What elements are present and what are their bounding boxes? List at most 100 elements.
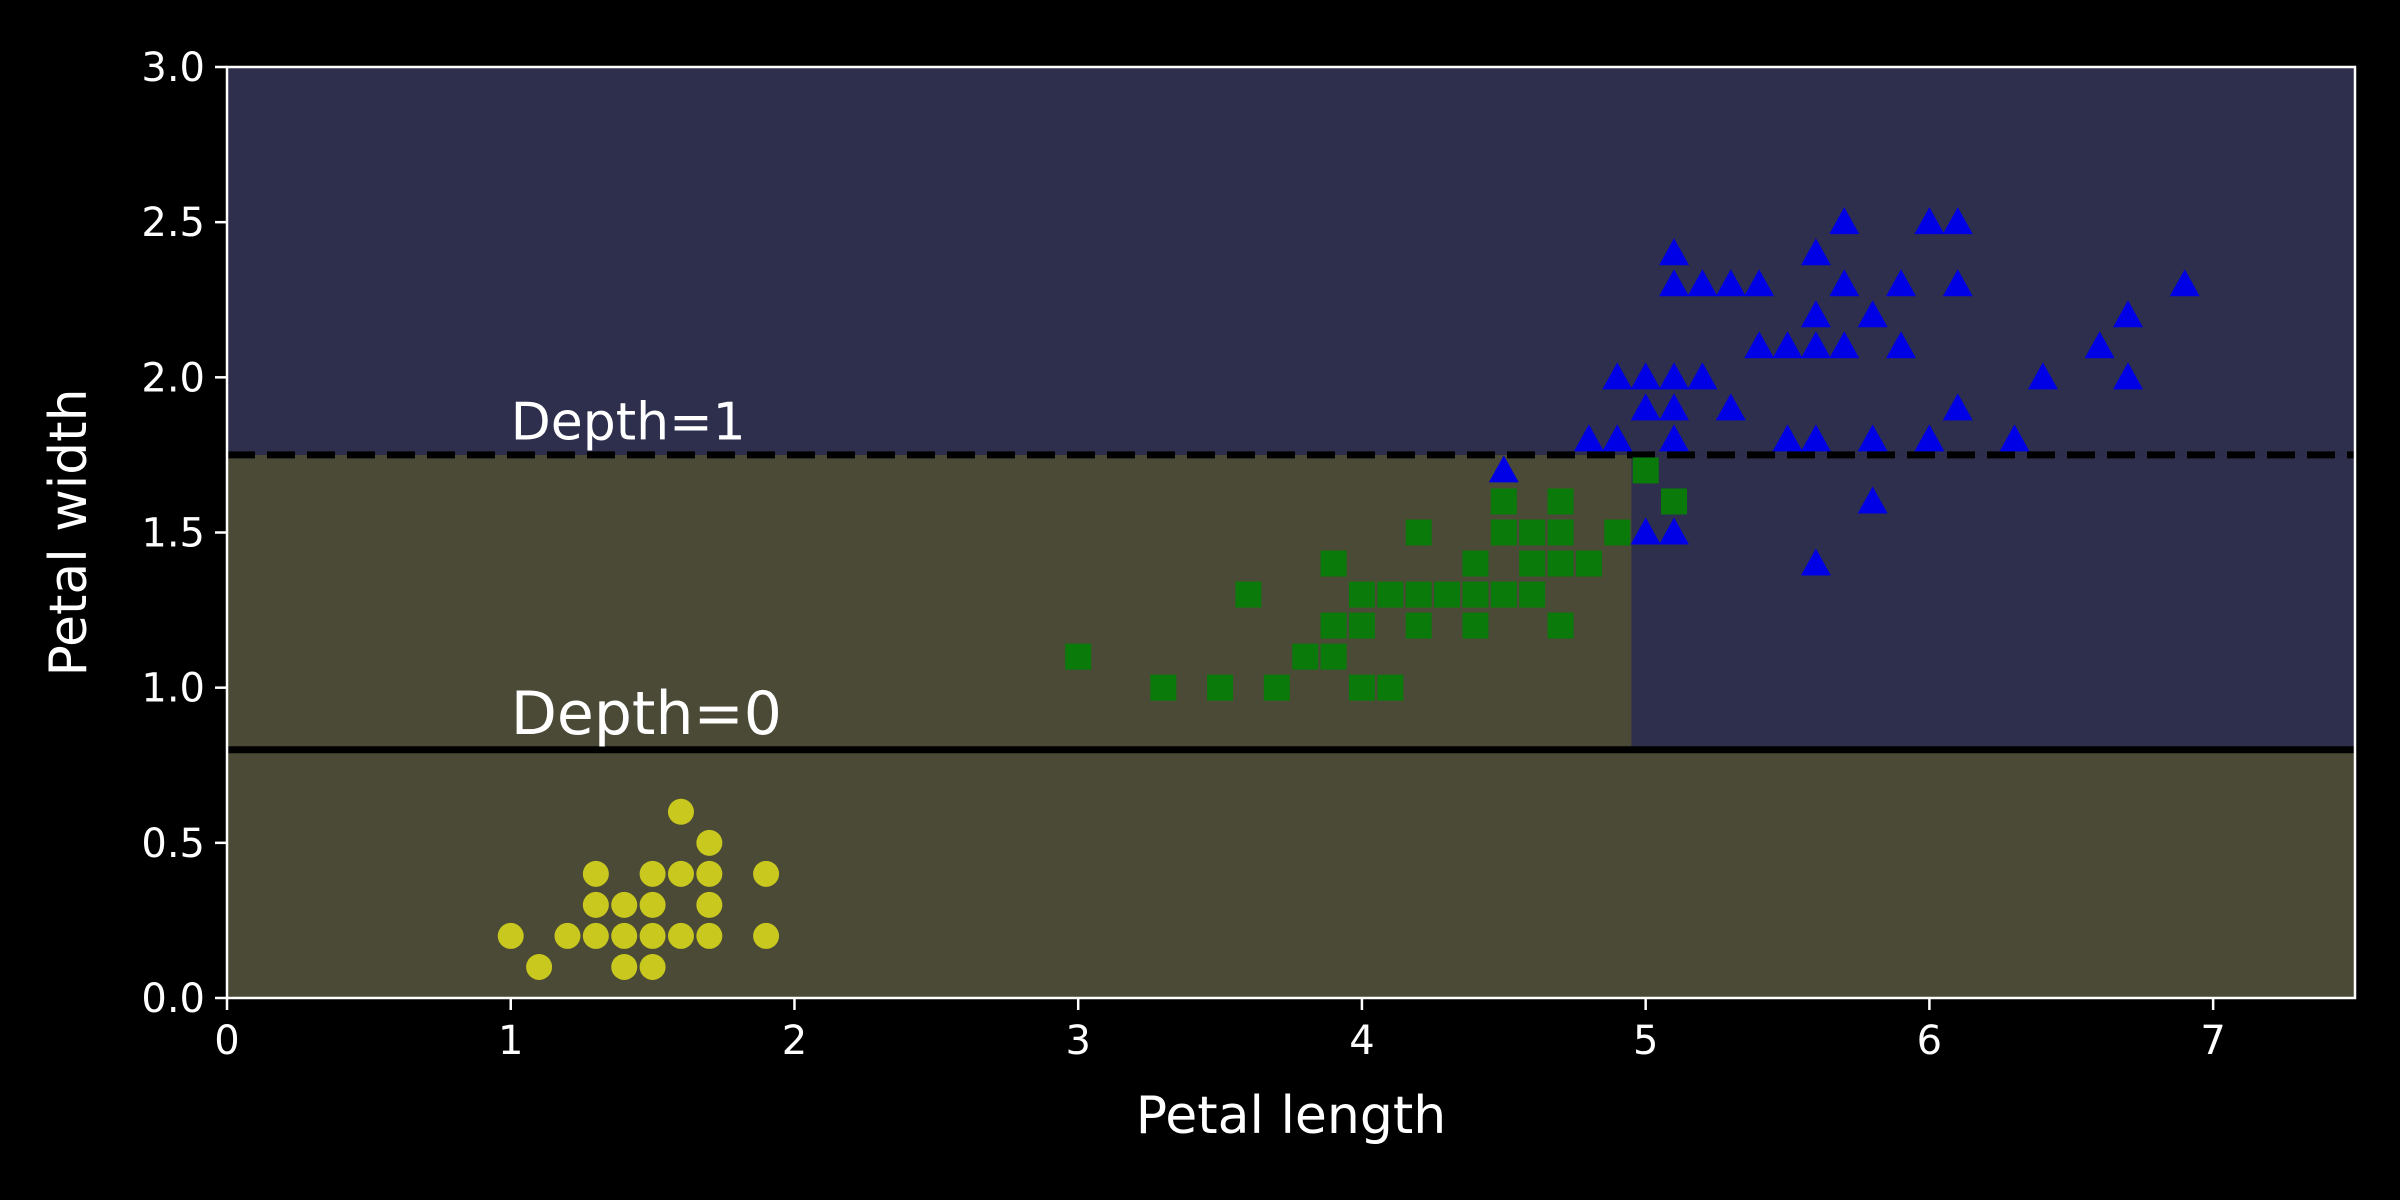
x-tick-label-3: 3 bbox=[1065, 1018, 1090, 1064]
data-point-0-16 bbox=[696, 922, 723, 949]
data-point-2-23 bbox=[1800, 331, 1831, 359]
data-point-2-12 bbox=[1659, 238, 1690, 266]
data-point-2-40 bbox=[2027, 362, 2058, 390]
decision-region-2 bbox=[1631, 454, 2355, 750]
data-point-2-14 bbox=[1687, 269, 1718, 297]
data-point-2-10 bbox=[1659, 362, 1690, 390]
data-point-2-34 bbox=[1914, 424, 1945, 452]
data-point-2-20 bbox=[1772, 331, 1803, 359]
y-tick-label-4: 2.0 bbox=[141, 355, 205, 401]
data-point-2-0 bbox=[1488, 455, 1519, 483]
data-point-2-7 bbox=[1659, 517, 1690, 545]
data-point-1-13 bbox=[1377, 581, 1404, 608]
data-point-1-10 bbox=[1348, 612, 1375, 639]
data-point-1-2 bbox=[1207, 674, 1234, 701]
data-point-1-21 bbox=[1490, 581, 1517, 608]
data-point-2-1 bbox=[1573, 424, 1604, 452]
data-point-1-31 bbox=[1575, 550, 1602, 577]
data-point-2-18 bbox=[1744, 269, 1775, 297]
data-point-1-25 bbox=[1519, 550, 1546, 577]
x-axis-label: Petal length bbox=[1136, 1086, 1446, 1146]
y-tick-label-5: 2.5 bbox=[141, 200, 205, 246]
data-point-1-34 bbox=[1661, 488, 1688, 515]
x-tick-label-0: 0 bbox=[214, 1018, 239, 1064]
data-point-1-8 bbox=[1320, 550, 1347, 577]
data-point-2-38 bbox=[1942, 207, 1973, 235]
y-axis-ticks: 0.0 0.5 1.0 1.5 2.0 2.5 3.0 bbox=[141, 45, 227, 1022]
data-point-0-11 bbox=[639, 891, 666, 918]
decision-region-3 bbox=[227, 67, 2355, 455]
data-point-2-30 bbox=[1857, 424, 1888, 452]
data-point-1-9 bbox=[1348, 674, 1375, 701]
y-tick-label-0: 0.0 bbox=[141, 976, 205, 1022]
data-point-1-33 bbox=[1632, 457, 1659, 484]
y-tick-label-6: 3.0 bbox=[141, 45, 205, 91]
annotation-1: Depth=1 bbox=[511, 392, 746, 452]
data-point-1-32 bbox=[1604, 519, 1631, 546]
data-point-1-6 bbox=[1320, 643, 1347, 670]
x-tick-label-4: 4 bbox=[1349, 1018, 1374, 1064]
data-point-1-14 bbox=[1405, 612, 1432, 639]
data-point-2-24 bbox=[1800, 300, 1831, 328]
x-tick-label-5: 5 bbox=[1633, 1018, 1658, 1064]
y-tick-label-1: 0.5 bbox=[141, 821, 205, 867]
data-point-0-15 bbox=[667, 798, 694, 825]
data-point-0-5 bbox=[582, 860, 609, 887]
y-axis-label: Petal width bbox=[39, 388, 99, 676]
data-point-1-12 bbox=[1377, 674, 1404, 701]
data-point-2-32 bbox=[1886, 331, 1917, 359]
decision-boundaries bbox=[227, 451, 2355, 754]
decision-region-0 bbox=[227, 749, 2355, 998]
data-point-2-43 bbox=[2113, 300, 2144, 328]
data-point-1-1 bbox=[1150, 674, 1177, 701]
data-point-1-23 bbox=[1490, 488, 1517, 515]
data-point-1-19 bbox=[1462, 581, 1489, 608]
data-point-0-2 bbox=[554, 922, 581, 949]
data-point-2-19 bbox=[1772, 424, 1803, 452]
data-point-0-18 bbox=[696, 860, 723, 887]
data-point-0-8 bbox=[611, 891, 638, 918]
data-point-2-6 bbox=[1630, 362, 1661, 390]
data-point-1-26 bbox=[1519, 519, 1546, 546]
data-point-2-13 bbox=[1687, 362, 1718, 390]
data-point-0-7 bbox=[611, 922, 638, 949]
data-point-2-15 bbox=[1715, 393, 1746, 421]
data-point-2-36 bbox=[1942, 393, 1973, 421]
data-point-1-18 bbox=[1462, 612, 1489, 639]
data-point-1-28 bbox=[1547, 550, 1574, 577]
data-point-1-20 bbox=[1462, 550, 1489, 577]
data-point-1-3 bbox=[1235, 581, 1262, 608]
y-tick-label-2: 1.0 bbox=[141, 666, 205, 712]
x-tick-label-1: 1 bbox=[498, 1018, 523, 1064]
data-point-2-8 bbox=[1659, 424, 1690, 452]
data-point-1-15 bbox=[1405, 581, 1432, 608]
data-point-1-5 bbox=[1292, 643, 1319, 670]
x-axis-ticks: 0 1 2 3 4 5 6 7 bbox=[214, 998, 2226, 1064]
y-tick-label-3: 1.5 bbox=[141, 511, 205, 557]
data-point-2-29 bbox=[1857, 486, 1888, 514]
data-point-1-7 bbox=[1320, 612, 1347, 639]
data-point-0-4 bbox=[582, 891, 609, 918]
data-point-1-17 bbox=[1434, 581, 1461, 608]
data-point-0-17 bbox=[696, 891, 723, 918]
data-point-2-25 bbox=[1800, 238, 1831, 266]
data-point-0-6 bbox=[611, 953, 638, 980]
data-point-2-37 bbox=[1942, 269, 1973, 297]
data-point-2-22 bbox=[1800, 424, 1831, 452]
decision-regions bbox=[227, 67, 2355, 998]
data-point-0-13 bbox=[667, 922, 694, 949]
data-point-0-10 bbox=[639, 922, 666, 949]
data-point-0-20 bbox=[753, 922, 780, 949]
data-point-2-41 bbox=[2084, 331, 2115, 359]
data-point-2-27 bbox=[1829, 269, 1860, 297]
annotations: Depth=0 Depth=1 bbox=[511, 392, 782, 749]
data-point-2-11 bbox=[1659, 269, 1690, 297]
data-point-2-3 bbox=[1602, 362, 1633, 390]
data-point-2-42 bbox=[2113, 362, 2144, 390]
data-point-1-22 bbox=[1490, 519, 1517, 546]
data-point-2-33 bbox=[1886, 269, 1917, 297]
data-point-2-4 bbox=[1630, 517, 1661, 545]
data-point-1-24 bbox=[1519, 581, 1546, 608]
data-point-2-28 bbox=[1829, 207, 1860, 235]
